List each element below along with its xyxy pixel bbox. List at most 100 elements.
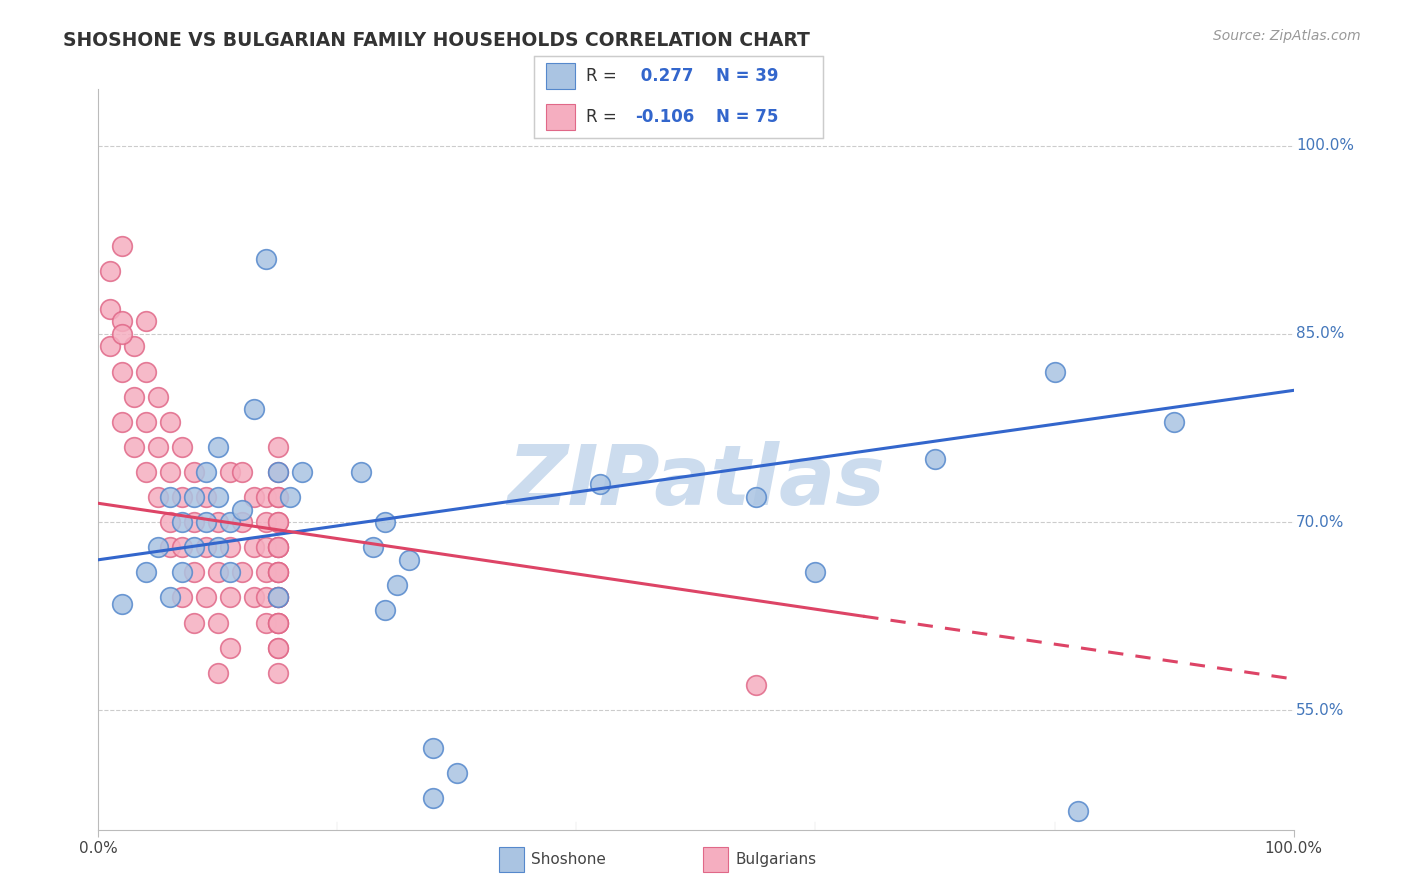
Point [207,515,229,529]
Point [422,791,444,805]
Point [219,465,242,479]
Text: 85.0%: 85.0% [1296,326,1344,342]
Point [231,515,253,529]
Point [278,490,301,504]
Point [267,615,290,630]
Point [172,566,194,580]
Point [589,477,612,491]
Point [148,390,170,404]
Point [172,591,194,605]
Point [267,490,290,504]
Point [254,490,277,504]
Point [267,640,290,655]
Point [267,515,290,529]
Point [183,515,205,529]
Point [243,490,266,504]
Point [207,615,229,630]
Point [267,540,290,554]
Point [243,540,266,554]
Point [267,591,290,605]
Point [111,365,134,379]
Point [267,665,290,680]
Point [124,390,146,404]
Point [267,615,290,630]
Point [159,515,181,529]
Point [172,440,194,454]
Text: 0.277: 0.277 [636,67,693,85]
Point [243,402,266,417]
Point [231,502,253,516]
Text: ZIPatlas: ZIPatlas [508,441,884,522]
Text: R =: R = [586,67,617,85]
Point [219,591,242,605]
Point [135,314,157,328]
Text: 55.0%: 55.0% [1296,703,1344,718]
Text: Source: ZipAtlas.com: Source: ZipAtlas.com [1213,29,1361,43]
Point [267,540,290,554]
Point [804,566,827,580]
Point [124,440,146,454]
Point [1163,415,1185,429]
Point [267,465,290,479]
Point [267,540,290,554]
Point [219,566,242,580]
Point [219,640,242,655]
Point [374,603,396,617]
Point [207,566,229,580]
Point [207,540,229,554]
Point [267,640,290,655]
Point [195,591,218,605]
Point [159,490,181,504]
Point [148,540,170,554]
Point [135,465,157,479]
Point [267,566,290,580]
Point [374,515,396,529]
Point [267,515,290,529]
Point [111,314,134,328]
Point [745,490,768,504]
Point [111,326,134,341]
Point [172,490,194,504]
Point [291,465,314,479]
Point [254,615,277,630]
Point [398,553,420,567]
Point [111,239,134,253]
Point [231,566,253,580]
Point [254,252,277,266]
Point [422,741,444,756]
Point [195,490,218,504]
Point [254,540,277,554]
Point [243,591,266,605]
Point [267,566,290,580]
Bar [546,103,575,130]
Point [159,465,181,479]
Point [254,566,277,580]
Point [195,515,218,529]
Point [195,540,218,554]
Point [231,465,253,479]
Point [267,465,290,479]
Point [219,540,242,554]
Point [254,515,277,529]
Text: -0.106: -0.106 [636,108,695,126]
Point [135,365,157,379]
Point [350,465,373,479]
Point [98,264,122,278]
Point [267,566,290,580]
Point [267,591,290,605]
Text: N = 39: N = 39 [716,67,779,85]
Text: 100.0%: 100.0% [1296,138,1354,153]
Point [98,339,122,353]
Text: R =: R = [586,108,617,126]
Point [135,566,157,580]
Point [219,515,242,529]
Point [159,415,181,429]
Point [207,440,229,454]
Point [183,566,205,580]
Point [207,490,229,504]
Point [1043,365,1066,379]
Point [124,339,146,353]
Point [267,591,290,605]
Point [924,452,946,467]
Text: Shoshone: Shoshone [531,853,606,867]
